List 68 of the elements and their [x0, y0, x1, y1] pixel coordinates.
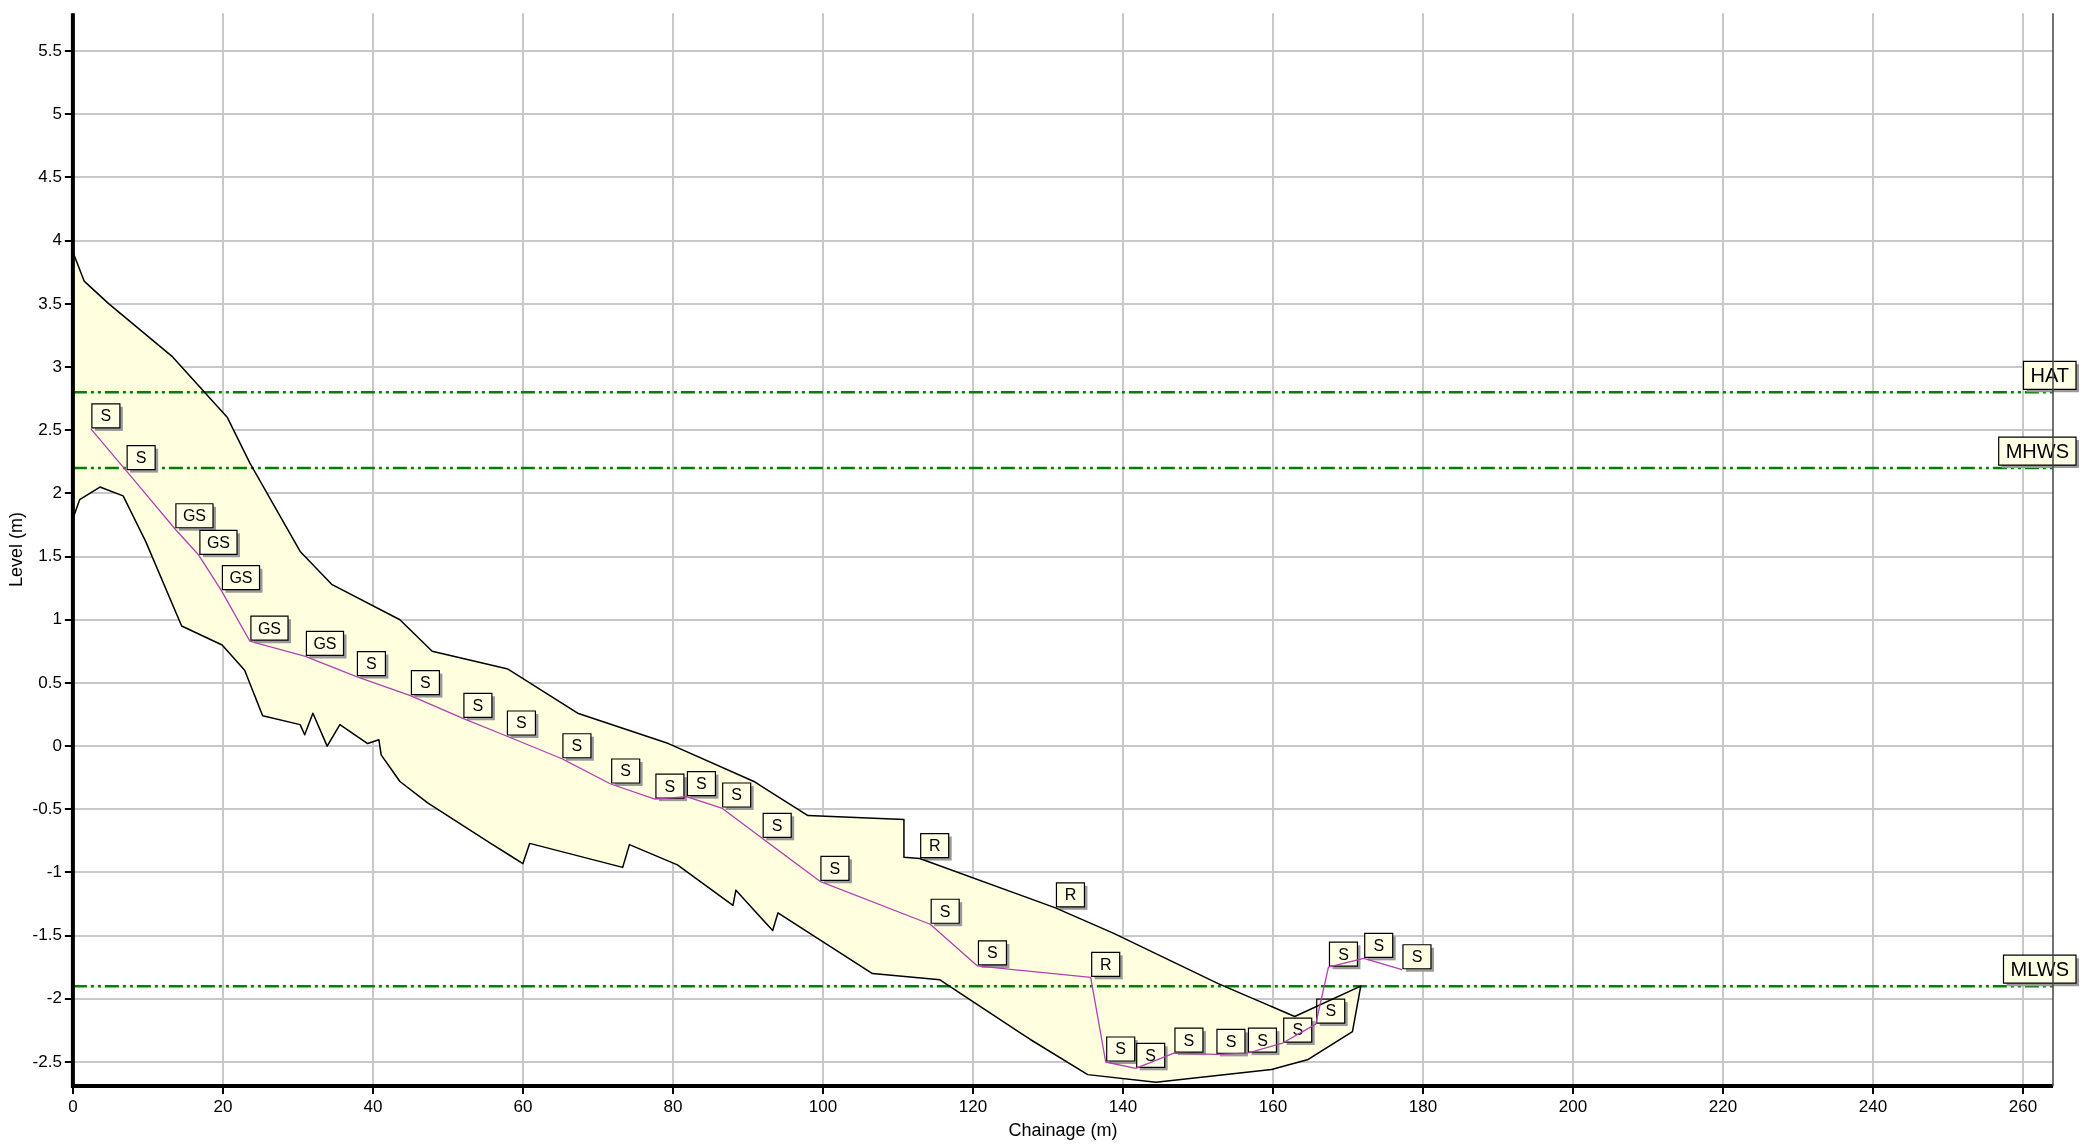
y-tick-label: 3 [52, 356, 62, 376]
annotation: S [1183, 1031, 1195, 1049]
y-axis-title: Level (m) [5, 512, 26, 588]
y-tick-label: 4.5 [38, 167, 62, 187]
annotation: R [1099, 955, 1112, 973]
annotation: S [1373, 936, 1385, 954]
y-tick-label: 3.5 [38, 293, 62, 313]
annotation: S [731, 786, 743, 804]
x-tick-label: 180 [1408, 1096, 1438, 1116]
y-tick-label: 1 [52, 609, 62, 629]
annotation: S [1325, 1002, 1337, 1020]
x-tick-label: 200 [1558, 1096, 1588, 1116]
x-axis-title: Chainage (m) [1008, 1120, 1118, 1141]
annotation: S [696, 775, 707, 793]
x-tick-label: 160 [1258, 1096, 1288, 1116]
y-tick-label: 1.5 [38, 546, 62, 566]
x-tick-label: 0 [68, 1096, 78, 1116]
y-tick-label: -1.5 [32, 925, 62, 945]
y-tick-label: 0 [52, 735, 62, 755]
annotation: S [1257, 1031, 1268, 1049]
annotation: S [420, 673, 431, 691]
annotation: S [771, 816, 783, 834]
annotation: S [100, 407, 112, 425]
annotation: GS [182, 507, 207, 525]
x-tick-label: 100 [808, 1096, 838, 1116]
x-tick-label: 120 [958, 1096, 988, 1116]
annotation: S [516, 714, 527, 732]
y-tick-label: 0.5 [38, 672, 62, 692]
y-tick-label: 2.5 [38, 419, 62, 439]
x-tick-label: 60 [513, 1096, 533, 1116]
y-tick-label: -0.5 [32, 798, 62, 818]
annotation: S [987, 944, 998, 962]
annotation: R [928, 836, 941, 854]
y-tick-label: 2 [52, 483, 62, 503]
annotation: S [571, 737, 583, 755]
ref-line-label: MHWS [2005, 439, 2069, 462]
x-tick-label: 40 [363, 1096, 383, 1116]
annotation: S [1411, 948, 1423, 966]
annotation: GS [229, 569, 253, 587]
annotation: S [1145, 1046, 1157, 1064]
annotation: R [1064, 886, 1077, 904]
annotation: S [664, 777, 676, 795]
x-tick-label: 140 [1108, 1096, 1138, 1116]
y-tick-label: -2 [46, 988, 62, 1008]
annotation: S [135, 449, 147, 467]
y-tick-label: 5 [52, 103, 62, 123]
y-tick-label: 5.5 [38, 40, 62, 60]
x-tick-label: 260 [2008, 1096, 2038, 1116]
annotation: S [472, 696, 484, 714]
y-tick-label: -1 [46, 862, 62, 882]
annotation: S [366, 655, 377, 672]
annotation: GS [313, 634, 337, 652]
x-tick-label: 240 [1858, 1096, 1888, 1116]
x-tick-label: 220 [1708, 1096, 1738, 1116]
annotation: S [939, 902, 951, 920]
annotation: GS [206, 533, 231, 551]
y-tick-label: -2.5 [32, 1051, 62, 1071]
annotation: S [1225, 1032, 1237, 1050]
annotation: S [829, 859, 841, 877]
annotation: S [1115, 1040, 1127, 1058]
y-tick-label: 4 [52, 230, 62, 250]
ref-line-label: MLWS [2010, 957, 2069, 980]
annotation: S [1338, 945, 1349, 963]
ref-line-label: HAT [2030, 363, 2069, 386]
annotation: S [620, 762, 632, 780]
x-tick-label: 20 [213, 1096, 233, 1116]
annotation: GS [257, 619, 282, 637]
x-tick-label: 80 [663, 1096, 683, 1116]
